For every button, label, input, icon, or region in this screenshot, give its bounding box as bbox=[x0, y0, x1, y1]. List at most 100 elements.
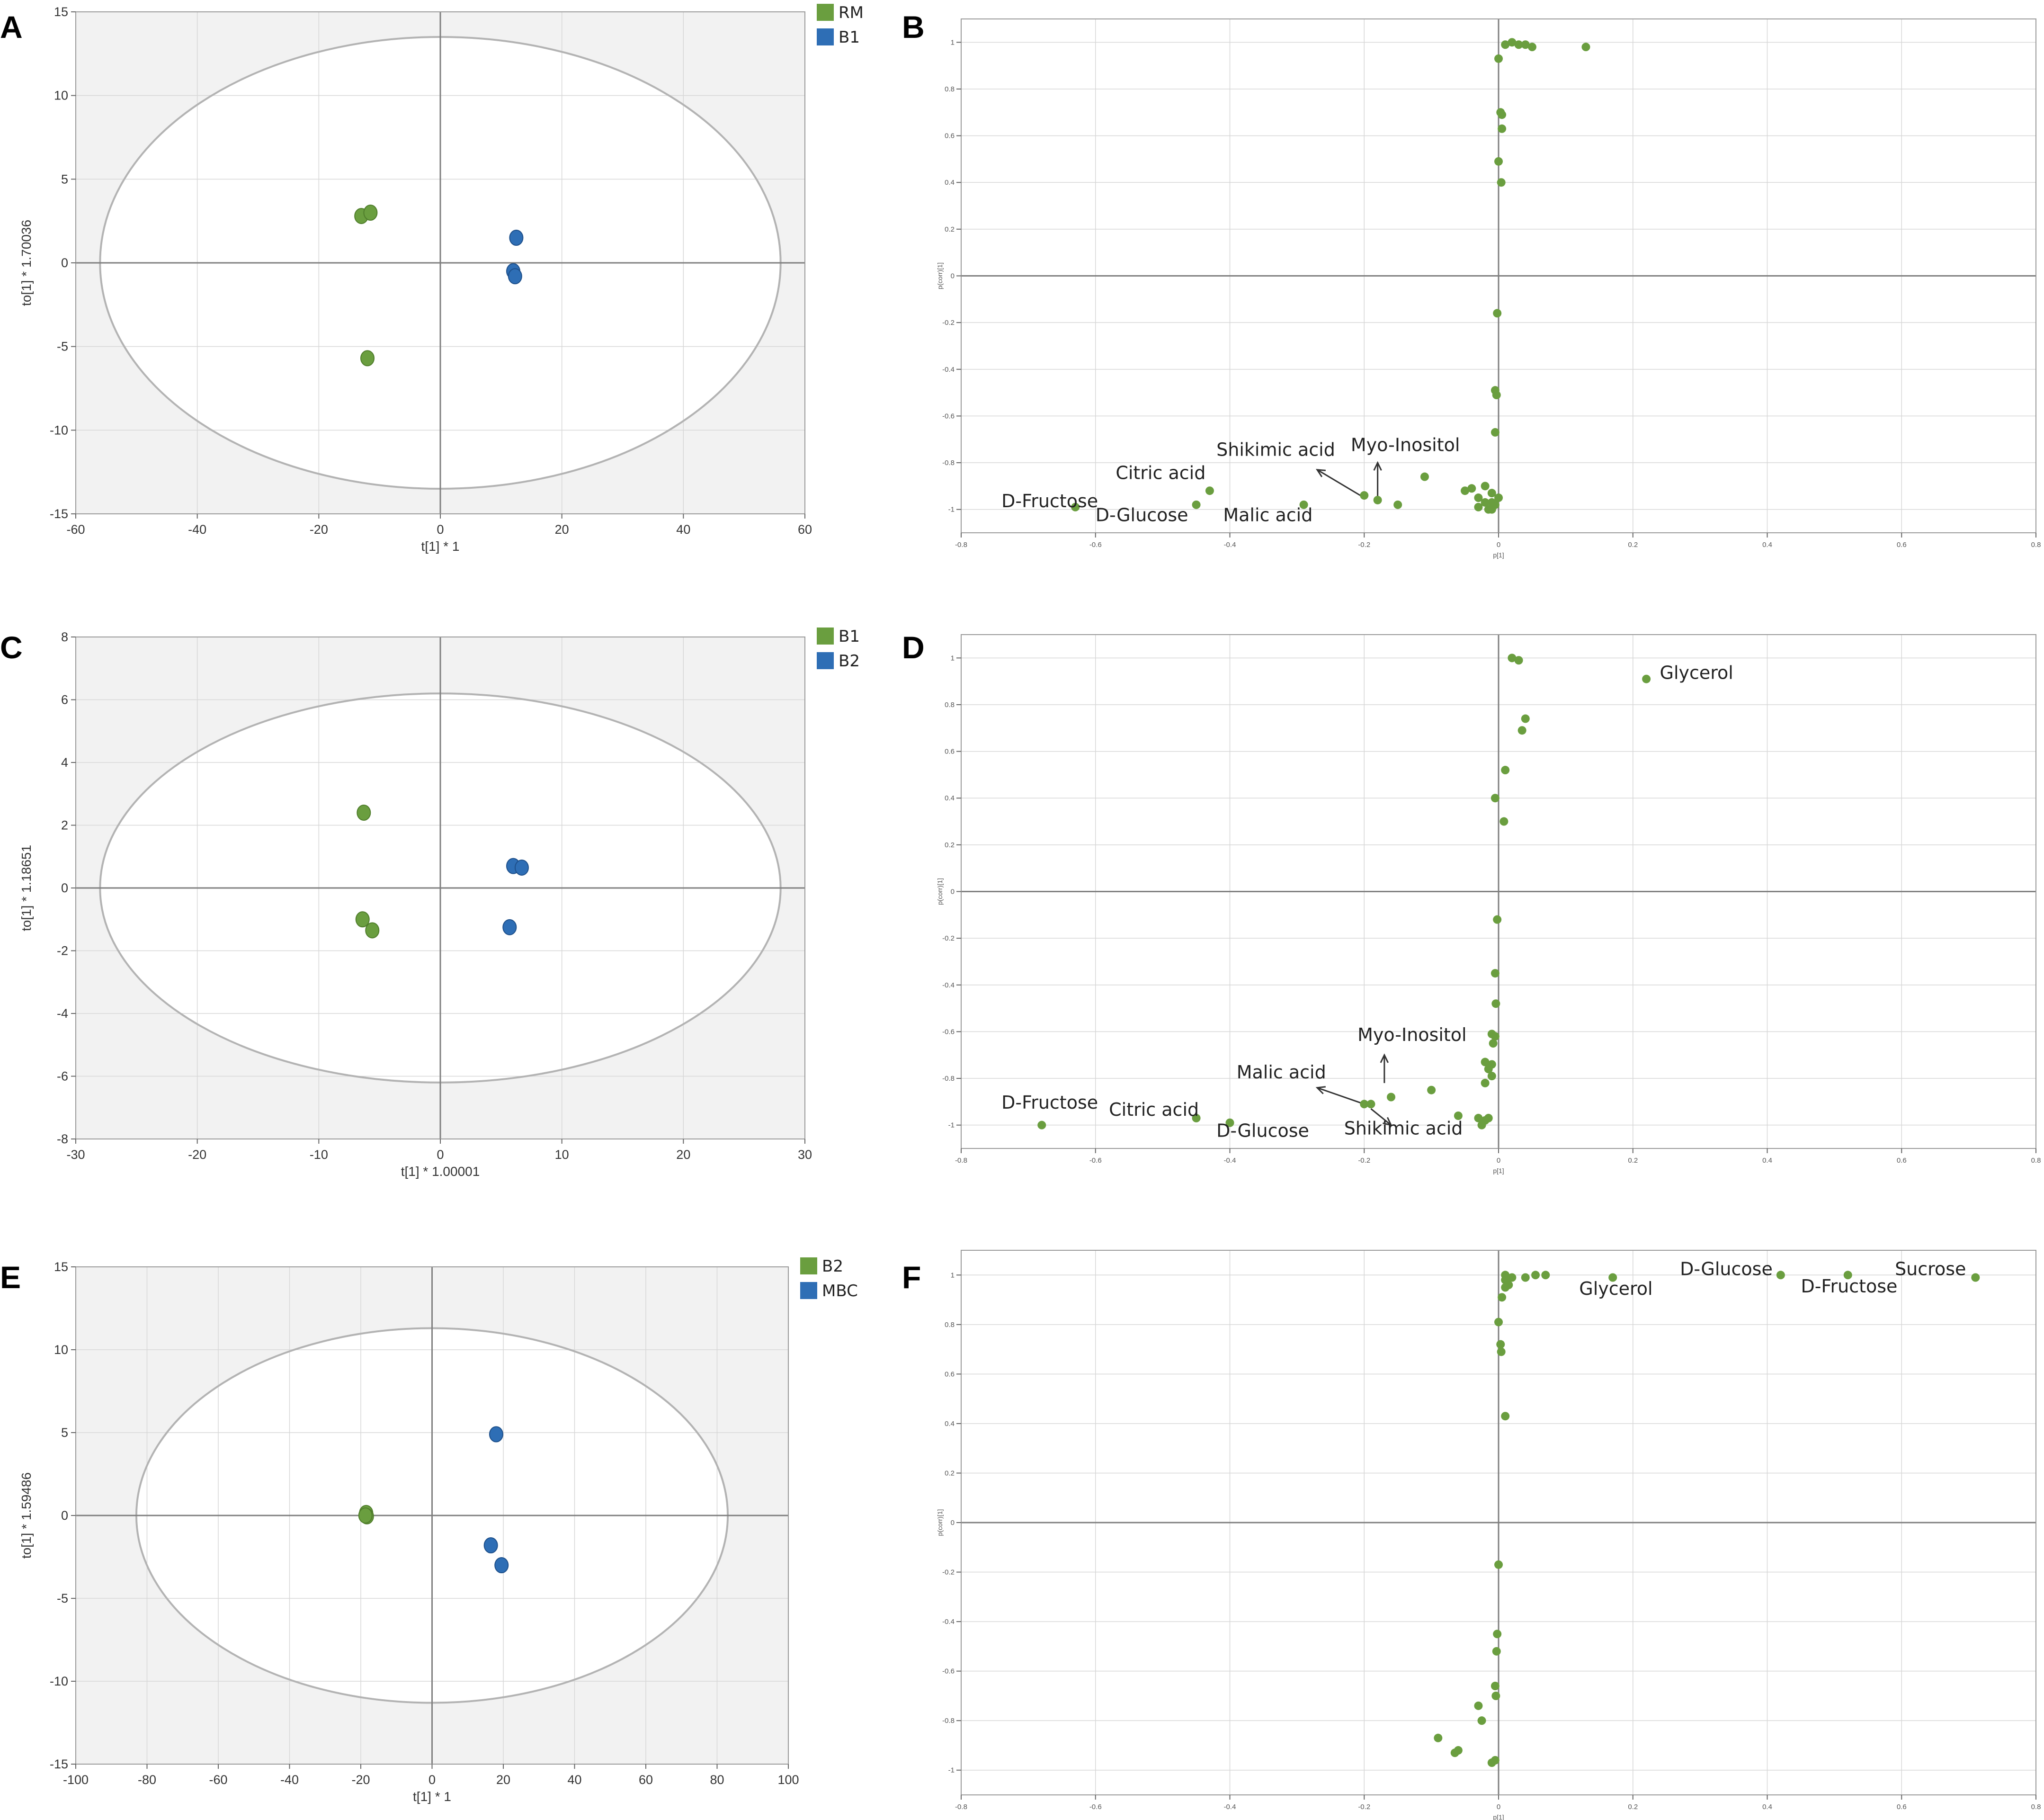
y-tick-label: -2 bbox=[57, 944, 68, 958]
x-tick-label: -20 bbox=[310, 522, 328, 537]
data-point-b2 bbox=[514, 859, 529, 876]
y-tick-label: 0.6 bbox=[945, 748, 955, 756]
data-point-variable bbox=[1581, 43, 1590, 52]
y-tick-label: -0.8 bbox=[942, 1075, 955, 1083]
x-tick-label: 0.8 bbox=[2031, 1157, 2041, 1165]
data-point-variable bbox=[1481, 498, 1490, 507]
y-tick-label: -15 bbox=[50, 1757, 68, 1771]
data-point-variable bbox=[1501, 40, 1510, 49]
data-point-variable bbox=[1492, 1647, 1501, 1656]
data-point-variable bbox=[1493, 915, 1502, 924]
data-point-variable bbox=[1527, 43, 1536, 52]
data-point-variable bbox=[1971, 1273, 1980, 1282]
x-tick-label: 20 bbox=[555, 522, 569, 537]
panel-e-score-plot: E -100 -80 -60 -40 -20 0 20 40 60 80 100 -15 -10 -5 0 5 1… bbox=[0, 1257, 858, 1804]
y-tick-label: 0.4 bbox=[945, 1420, 955, 1428]
annotation-label: D-Glucose bbox=[1216, 1120, 1309, 1141]
x-tick-label: -20 bbox=[188, 1148, 206, 1162]
data-point-variable bbox=[1450, 1748, 1459, 1757]
y-tick-label: 0.8 bbox=[945, 85, 955, 93]
data-point-variable bbox=[1501, 766, 1510, 775]
arrow-shaft bbox=[1370, 1108, 1392, 1126]
y-axis-title: p(corr)[1] bbox=[936, 262, 944, 289]
arrow-shaft bbox=[1317, 1087, 1365, 1105]
legend: B2 MBC bbox=[800, 1257, 858, 1300]
data-point-variable bbox=[1491, 969, 1500, 978]
y-tick-label: 1 bbox=[951, 654, 955, 662]
x-tick-label: 60 bbox=[798, 522, 812, 537]
data-point-variable bbox=[1481, 1058, 1490, 1067]
x-tick-label: 20 bbox=[496, 1773, 510, 1787]
legend: RM B1 bbox=[817, 3, 864, 47]
y-tick-label: -0.2 bbox=[942, 319, 955, 327]
legend-label-rm: RM bbox=[839, 3, 864, 22]
y-tick-label: -1 bbox=[948, 1121, 955, 1130]
y-tick-label: -0.6 bbox=[942, 412, 955, 420]
arrow-head bbox=[1373, 461, 1382, 471]
data-point-b1 bbox=[509, 230, 524, 246]
x-tick-label: -0.8 bbox=[955, 1157, 967, 1165]
data-point-variable bbox=[1521, 714, 1530, 723]
data-point-variable bbox=[1489, 1039, 1498, 1048]
x-tick-label: 0.6 bbox=[1897, 541, 1907, 549]
data-point-variable bbox=[1642, 674, 1651, 683]
panel-f-loading-plot: F -0.8 -0.6 -0.4 -0.2 0 0.2 0.4 0.6 0.8 -1 -0.8 -0.6… bbox=[902, 1250, 2041, 1820]
panel-label-b: B bbox=[902, 9, 925, 45]
data-point-variable bbox=[1500, 817, 1508, 826]
x-tick-label: -0.6 bbox=[1089, 1157, 1102, 1165]
data-point-variable bbox=[1420, 472, 1429, 481]
y-tick-label: -5 bbox=[57, 1591, 68, 1605]
annotation-label: Glycerol bbox=[1660, 663, 1733, 683]
annotation-label: Citric acid bbox=[1109, 1099, 1199, 1120]
annotation-label: Myo-Inositol bbox=[1351, 434, 1460, 455]
data-point-variable bbox=[1393, 500, 1402, 509]
x-tick-label: 60 bbox=[639, 1773, 653, 1787]
data-point-variable bbox=[1541, 1271, 1550, 1280]
y-tick-label: 0.6 bbox=[945, 1370, 955, 1378]
annotation-label: D-Fructose bbox=[1001, 491, 1098, 511]
data-point-variable bbox=[1491, 794, 1500, 803]
data-point-variable bbox=[1521, 40, 1530, 49]
y-tick-label: 10 bbox=[54, 89, 68, 103]
data-point-variable bbox=[1508, 38, 1517, 47]
data-point-variable bbox=[1514, 40, 1523, 49]
annotation-arrow bbox=[1380, 1053, 1389, 1083]
x-tick-label: -0.4 bbox=[1224, 541, 1236, 549]
x-tick-label: 10 bbox=[555, 1148, 569, 1162]
legend-label-b1: B1 bbox=[839, 28, 860, 47]
x-tick-label: -60 bbox=[66, 522, 85, 537]
x-tick-label: 0.6 bbox=[1897, 1803, 1907, 1811]
data-point-variable bbox=[1484, 1065, 1493, 1074]
y-axis-title: to[1] * 1.70036 bbox=[19, 220, 34, 306]
annotation-arrow bbox=[1315, 469, 1365, 499]
data-point-variable bbox=[1427, 1085, 1436, 1094]
data-point-variable bbox=[1498, 124, 1507, 133]
y-tick-label: 0.8 bbox=[945, 1321, 955, 1329]
y-tick-label: -1 bbox=[948, 506, 955, 514]
data-point-variable bbox=[1192, 500, 1201, 509]
data-point-variable bbox=[1481, 482, 1490, 491]
y-tick-label: 2 bbox=[61, 818, 68, 833]
legend-swatch-b1 bbox=[817, 628, 834, 645]
data-point-variable bbox=[1494, 157, 1503, 166]
data-point-variable bbox=[1776, 1271, 1785, 1280]
legend-label-b2: B2 bbox=[839, 652, 860, 671]
x-axis-title: p[1] bbox=[1493, 551, 1504, 559]
data-point-variable bbox=[1501, 1412, 1510, 1421]
y-tick-label: 0 bbox=[951, 888, 955, 896]
y-tick-label: 15 bbox=[54, 5, 68, 19]
legend-swatch-b2 bbox=[800, 1257, 817, 1274]
y-tick-label: 0.2 bbox=[945, 1469, 955, 1477]
x-axis-title: t[1] * 1 bbox=[421, 539, 460, 554]
y-axis-title: p(corr)[1] bbox=[936, 1509, 944, 1536]
legend-swatch-b2 bbox=[817, 652, 834, 669]
y-tick-label: -0.4 bbox=[942, 366, 955, 374]
x-tick-label: 0.4 bbox=[1762, 541, 1772, 549]
y-axis-title: to[1] * 1.18651 bbox=[19, 845, 34, 931]
data-point-variable bbox=[1494, 1560, 1503, 1569]
data-point-rm bbox=[363, 205, 378, 221]
legend-label-b2: B2 bbox=[822, 1257, 843, 1276]
x-tick-label: 30 bbox=[798, 1148, 812, 1162]
